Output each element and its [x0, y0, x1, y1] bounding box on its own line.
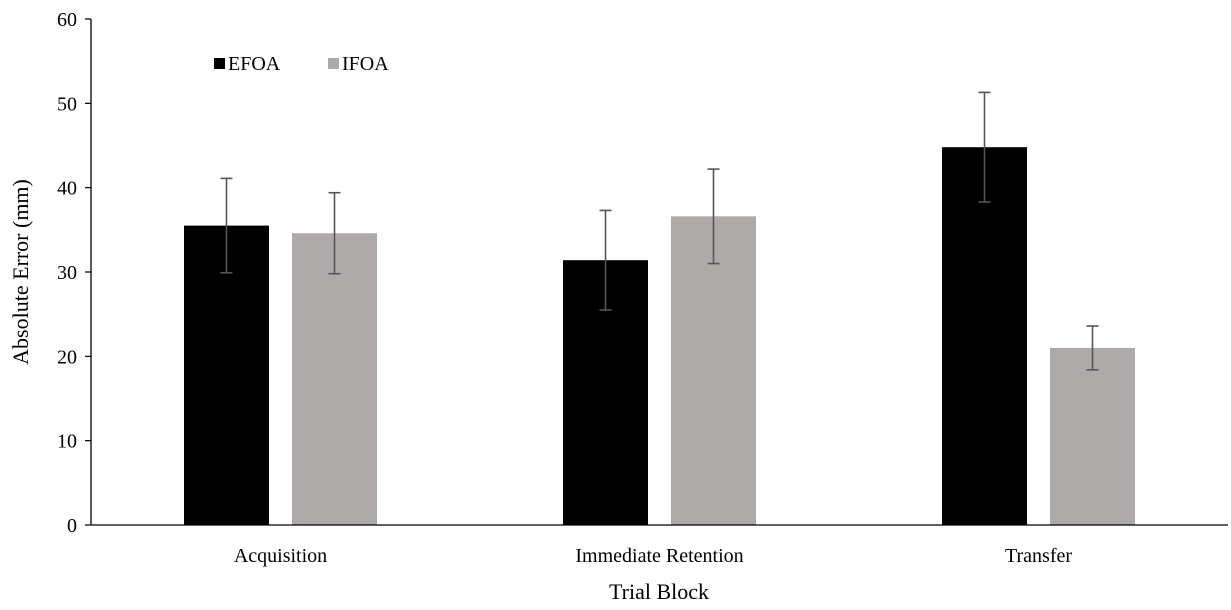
bar-ifoa-3 [1050, 347, 1135, 525]
axes-group: 0 10 20 30 40 50 60 Acquisition Immediate Retent… [57, 9, 1228, 567]
y-tick-label: 50 [57, 93, 77, 115]
bar-ifoa-1 [292, 233, 377, 525]
bars-group [184, 147, 1135, 526]
legend-swatch-efoa [214, 58, 225, 69]
bar-efoa-3 [942, 147, 1027, 526]
y-tick-label: 0 [67, 515, 77, 537]
legend-swatch-ifoa [328, 58, 339, 69]
bar-efoa-1 [184, 225, 269, 525]
y-tick-label: 10 [57, 431, 77, 453]
legend-label-ifoa: IFOA [342, 53, 389, 75]
legend-label-efoa: EFOA [228, 53, 281, 75]
y-tick-label: 60 [57, 9, 77, 31]
x-axis-title: Trial Block [609, 579, 709, 604]
y-tick-label: 40 [57, 178, 77, 200]
x-category-label: Acquisition [234, 545, 327, 567]
bar-ifoa-2 [671, 216, 756, 525]
x-category-label: Transfer [1005, 545, 1072, 567]
y-tick-label: 30 [57, 262, 77, 284]
x-category-label: Immediate Retention [575, 545, 743, 567]
y-tick-label: 20 [57, 346, 77, 368]
error-bars-group [220, 91, 1099, 371]
legend: EFOA IFOA [214, 53, 389, 75]
y-axis-title: Absolute Error (mm) [8, 179, 33, 365]
